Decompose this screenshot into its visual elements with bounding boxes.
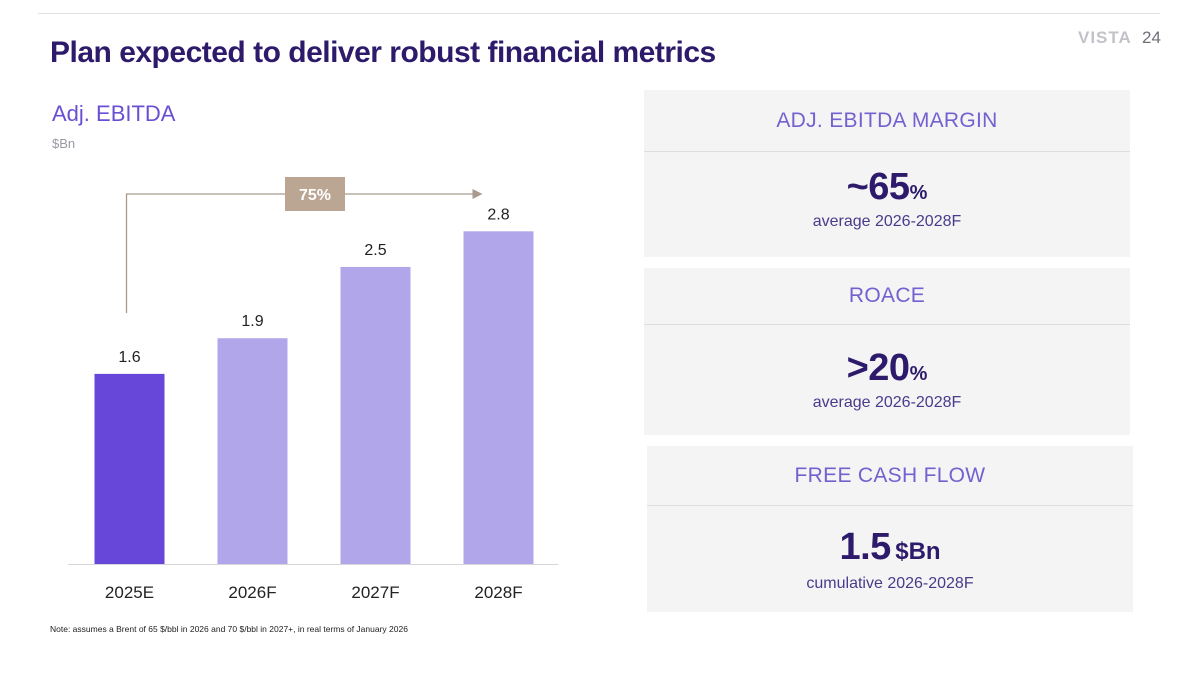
metric-card-free-cash-flow: FREE CASH FLOW 1.5 $Bn cumulative 2026-2… — [647, 446, 1133, 612]
metric-value: 1.5 $Bn — [647, 526, 1133, 569]
metric-card-header: ADJ. EBITDA MARGIN — [644, 90, 1130, 152]
page-number: 24 — [1142, 28, 1161, 47]
bar-2027F — [340, 266, 411, 564]
data-label-2025E: 1.6 — [118, 349, 140, 366]
growth-arrow-line — [125, 193, 473, 313]
metric-value: >20% — [644, 347, 1130, 390]
metric-value: ~65% — [644, 166, 1130, 209]
tick-label-2027F: 2027F — [351, 583, 399, 602]
tick-label-2025E: 2025E — [105, 583, 154, 602]
data-label-2027F: 2.5 — [364, 242, 386, 259]
metric-label: FREE CASH FLOW — [794, 463, 986, 487]
metric-number: ~65 — [846, 166, 910, 208]
metric-suffix: $Bn — [895, 538, 941, 565]
metric-card-header: ROACE — [644, 268, 1130, 325]
footnote: Note: assumes a Brent of 65 $/bbl in 202… — [50, 624, 408, 634]
metric-suffix: % — [909, 182, 928, 204]
chart-title: Adj. EBITDA — [52, 101, 176, 126]
bar-2026F — [217, 338, 288, 564]
tick-label-2028F: 2028F — [474, 583, 522, 602]
top-divider — [38, 13, 1160, 14]
brand-logo: VISTA — [1078, 28, 1132, 47]
metric-number: 1.5 — [839, 526, 891, 568]
metric-card-body: ~65% average 2026-2028F — [644, 152, 1130, 231]
metric-card-ebitda-margin: ADJ. EBITDA MARGIN ~65% average 2026-202… — [644, 90, 1130, 257]
metric-subtitle: average 2026-2028F — [812, 213, 962, 230]
metric-subtitle: average 2026-2028F — [812, 394, 962, 411]
metric-suffix: % — [909, 363, 928, 385]
ebitda-bar-chart: 1.6 2025E 1.9 2026F 2.5 2027F 2.8 2028F 75% — [68, 177, 558, 602]
data-label-2028F: 2.8 — [487, 206, 509, 223]
growth-annotation-label: 75% — [299, 187, 331, 204]
growth-arrow-head — [472, 189, 483, 199]
growth-annotation-box — [285, 177, 345, 211]
metric-card-roace: ROACE >20% average 2026-2028F — [644, 268, 1130, 435]
metric-card-header: FREE CASH FLOW — [647, 446, 1133, 506]
metric-subtitle: cumulative 2026-2028F — [806, 575, 974, 592]
metric-label: ADJ. EBITDA MARGIN — [776, 108, 998, 132]
metric-number: >20 — [846, 347, 910, 389]
bar-2025E — [94, 373, 165, 564]
metric-card-body: >20% average 2026-2028F — [644, 325, 1130, 412]
bar-2028F — [463, 231, 534, 564]
chart-unit: $Bn — [52, 136, 76, 151]
tick-label-2026F: 2026F — [228, 583, 276, 602]
page-title: Plan expected to deliver robust financia… — [50, 36, 716, 69]
metric-card-body: 1.5 $Bn cumulative 2026-2028F — [647, 506, 1133, 593]
metric-label: ROACE — [848, 284, 926, 307]
data-label-2026F: 1.9 — [241, 313, 263, 330]
